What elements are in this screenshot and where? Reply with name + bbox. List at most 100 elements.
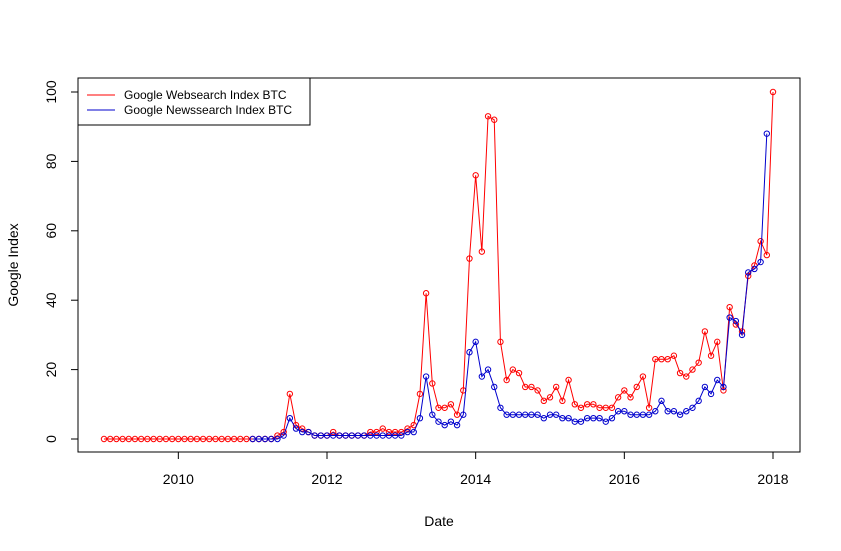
x-tick-label: 2016 xyxy=(609,471,640,487)
data-point xyxy=(447,401,455,408)
data-point xyxy=(404,428,411,436)
data-point xyxy=(373,428,380,436)
data-point xyxy=(268,435,275,443)
data-point xyxy=(255,435,263,443)
x-tick-label: 2014 xyxy=(460,471,491,487)
data-point xyxy=(292,425,300,432)
data-point xyxy=(571,401,578,408)
data-point xyxy=(168,435,176,443)
data-point xyxy=(534,387,541,394)
data-point xyxy=(689,404,696,411)
data-point xyxy=(534,411,541,418)
data-point xyxy=(453,411,461,418)
data-point xyxy=(472,338,479,346)
data-point xyxy=(435,404,442,411)
data-point xyxy=(249,435,256,443)
data-point xyxy=(763,251,771,259)
data-point xyxy=(379,425,386,432)
data-point xyxy=(745,269,752,276)
data-point xyxy=(627,394,634,401)
data-point xyxy=(342,432,349,439)
y-tick-label: 0 xyxy=(43,435,59,443)
data-point xyxy=(726,314,733,321)
data-point xyxy=(497,404,504,411)
data-point xyxy=(218,435,225,443)
data-point xyxy=(404,425,411,432)
data-point xyxy=(354,432,362,439)
data-point xyxy=(515,411,523,418)
data-point xyxy=(484,366,492,373)
y-tick-label: 100 xyxy=(43,80,59,104)
data-point xyxy=(385,428,393,436)
data-point xyxy=(323,432,331,439)
data-point xyxy=(106,435,114,443)
data-point xyxy=(274,432,281,439)
data-point xyxy=(261,435,269,443)
data-point xyxy=(583,414,591,422)
data-point xyxy=(614,408,622,415)
data-point xyxy=(695,359,702,366)
data-point xyxy=(199,435,207,443)
data-point xyxy=(360,432,368,439)
data-point xyxy=(596,414,603,422)
data-point xyxy=(509,366,517,373)
data-point xyxy=(441,421,448,429)
data-point xyxy=(286,390,294,398)
data-point xyxy=(763,130,771,137)
data-point xyxy=(131,435,139,443)
data-point xyxy=(348,432,355,439)
data-point xyxy=(175,435,182,443)
data-point xyxy=(528,411,535,418)
data-point xyxy=(391,432,399,439)
data-point xyxy=(639,411,647,418)
data-point xyxy=(367,432,374,439)
data-point xyxy=(137,435,145,443)
data-point xyxy=(398,432,405,439)
data-point xyxy=(391,428,399,436)
data-point xyxy=(714,338,721,346)
data-point xyxy=(720,387,727,394)
series-line xyxy=(104,91,774,440)
data-point xyxy=(565,414,572,422)
data-point xyxy=(422,290,430,297)
data-point xyxy=(614,394,622,401)
legend-label: Google Websearch Index BTC xyxy=(124,88,287,102)
data-point xyxy=(466,255,473,262)
data-point xyxy=(695,397,702,405)
data-point xyxy=(627,411,634,418)
data-point xyxy=(100,435,108,443)
data-point xyxy=(491,116,498,123)
data-point xyxy=(757,258,764,266)
data-point xyxy=(497,338,504,346)
data-point xyxy=(676,369,684,377)
x-tick-label: 2012 xyxy=(311,471,342,487)
data-point xyxy=(472,172,479,179)
data-point xyxy=(503,376,510,384)
data-point xyxy=(676,411,684,418)
y-tick-label: 80 xyxy=(43,153,59,169)
x-axis: 2010 2012 2014 2016 2018 xyxy=(163,451,789,487)
data-point xyxy=(187,435,194,443)
data-point xyxy=(416,414,424,422)
data-point xyxy=(237,435,244,443)
legend-box xyxy=(77,77,311,126)
data-point xyxy=(156,435,163,443)
data-point xyxy=(503,411,510,418)
data-point xyxy=(435,418,442,425)
data-point xyxy=(286,414,294,422)
data-point xyxy=(491,383,498,391)
data-point xyxy=(243,435,250,443)
data-point xyxy=(336,432,343,439)
data-point xyxy=(206,435,213,443)
data-point xyxy=(590,414,597,422)
data-point xyxy=(596,404,603,411)
data-point xyxy=(670,408,678,415)
data-point xyxy=(707,352,715,359)
data-point xyxy=(125,435,132,443)
data-point xyxy=(559,414,566,422)
data-point xyxy=(645,404,653,411)
data-point xyxy=(577,404,585,411)
data-point xyxy=(633,411,640,418)
data-point xyxy=(515,369,523,377)
